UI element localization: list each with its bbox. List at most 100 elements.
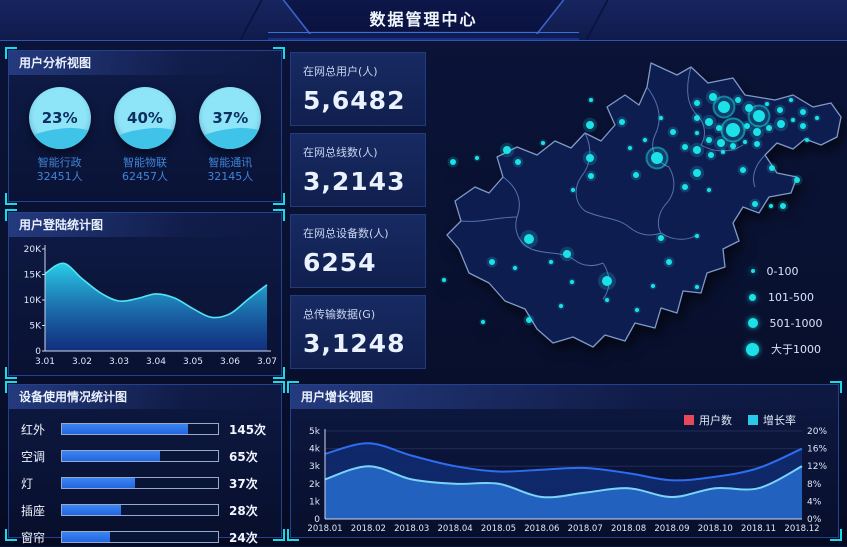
device-bar-row[interactable]: 插座 28次: [21, 500, 269, 520]
bar-track: [61, 504, 219, 516]
stat-label: 在网总设备数(人): [303, 227, 389, 240]
svg-text:3.06: 3.06: [220, 357, 240, 367]
panel-device-usage-title: 设备使用情况统计图: [9, 385, 281, 409]
gauge-count: 62457人: [121, 170, 168, 183]
svg-text:8%: 8%: [807, 480, 822, 490]
growth-chart-legend: 用户数 增长率: [684, 412, 796, 428]
panel-user-growth: 用户增长视图 用户数 增长率 0 1k 2k 3k 4k 5k 0% 4% 8% 12% 16% 20%…: [287, 381, 842, 541]
stat-card: 在网总设备数(人) 6254: [290, 214, 426, 288]
map-legend-row: 0-100: [746, 258, 832, 284]
stat-card: 总传输数据(G) 3,1248: [290, 295, 426, 369]
device-bar-row[interactable]: 空调 65次: [21, 446, 269, 466]
panel-corner-tl: [287, 381, 299, 393]
device-count: 37次: [229, 476, 258, 491]
growth-area-chart[interactable]: 0 1k 2k 3k 4k 5k 0% 4% 8% 12% 16% 20% 2018.01 2018.02…: [295, 425, 836, 535]
bar-track: [61, 423, 219, 435]
header-decor-slash-left: [239, 0, 263, 40]
bar-track: [61, 450, 219, 462]
svg-text:2018.09: 2018.09: [654, 524, 689, 534]
panel-login-stats: 用户登陆统计图 0 5K 10K 15K 20K 3.01 3.02 3.03 3.04 3.05…: [5, 209, 285, 379]
svg-text:10K: 10K: [24, 296, 42, 306]
header-title-banner: 数据管理中心: [280, 0, 567, 34]
panel-corner-br: [830, 529, 842, 541]
device-bar-list: 红外 145次 空调 65次灯 37次插座 28次窗帘 24次: [9, 409, 281, 547]
title-underline: [268, 32, 579, 40]
gauge-label: 智能行政: [37, 156, 82, 169]
svg-text:2018.04: 2018.04: [438, 524, 473, 534]
map-svg[interactable]: [425, 45, 847, 377]
legend-item-增长率[interactable]: 增长率: [748, 412, 796, 428]
bar-fill: [62, 532, 111, 542]
gauge-label: 智能通讯: [208, 156, 253, 169]
device-bar-row[interactable]: 灯 37次: [21, 473, 269, 493]
svg-text:3k: 3k: [309, 462, 321, 472]
device-bar-row[interactable]: 窗帘 24次: [21, 527, 269, 547]
gauge-label: 智能物联: [122, 156, 167, 169]
analysis-item: 23% 智能行政 32451人: [20, 85, 100, 184]
svg-text:2018.06: 2018.06: [524, 524, 559, 534]
svg-text:20%: 20%: [807, 427, 827, 437]
device-name: 窗帘: [21, 530, 46, 545]
legend-range-label: 501-1000: [769, 316, 823, 330]
device-name: 空调: [21, 449, 46, 464]
svg-text:2018.02: 2018.02: [351, 524, 386, 534]
bar-fill: [62, 505, 122, 515]
panel-user-analysis: 用户分析视图 23% 智能行政 32451人 40% 智能物联 62457人 37% 智能通讯…: [5, 47, 285, 205]
svg-text:3.01: 3.01: [35, 357, 55, 367]
panel-corner-tr: [273, 47, 285, 59]
svg-text:5K: 5K: [29, 322, 42, 332]
panel-login-stats-title: 用户登陆统计图: [9, 213, 281, 237]
legend-dot-icon: [746, 342, 759, 356]
liquid-gauge[interactable]: 37%: [199, 87, 262, 149]
analysis-item: 40% 智能物联 62457人: [105, 85, 185, 184]
device-name: 灯: [21, 476, 34, 491]
stat-value: 3,1248: [303, 329, 406, 358]
device-name: 插座: [21, 503, 46, 518]
gauge-count: 32451人: [36, 170, 83, 183]
legend-swatch: [684, 415, 694, 425]
panel-corner-bl: [287, 529, 299, 541]
svg-text:5k: 5k: [309, 427, 321, 437]
svg-text:2018.11: 2018.11: [741, 524, 776, 534]
map-legend-row: 大于1000: [746, 336, 832, 362]
panel-corner-br: [273, 367, 285, 379]
page-title: 数据管理中心: [369, 10, 478, 29]
legend-dot-icon: [747, 318, 758, 328]
panel-corner-tl: [5, 47, 17, 59]
bar-fill: [62, 478, 136, 488]
legend-item-用户数[interactable]: 用户数: [684, 412, 732, 428]
svg-text:2018.12: 2018.12: [784, 524, 819, 534]
panel-corner-br: [273, 193, 285, 205]
svg-text:0%: 0%: [807, 515, 822, 525]
svg-text:3.07: 3.07: [257, 357, 277, 367]
svg-text:2018.07: 2018.07: [568, 524, 603, 534]
region-map[interactable]: 0-100 101-500 501-1000 大于1000: [425, 45, 847, 377]
svg-text:20K: 20K: [24, 245, 42, 255]
legend-swatch: [748, 415, 758, 425]
svg-text:4k: 4k: [309, 445, 321, 455]
panel-user-analysis-title: 用户分析视图: [9, 51, 281, 75]
device-count: 24次: [229, 530, 258, 545]
device-bar-row[interactable]: 红外 145次: [21, 419, 269, 439]
gauge-percent: 40%: [127, 109, 163, 127]
panel-user-growth-title: 用户增长视图: [291, 385, 838, 409]
bar-track: [61, 531, 219, 543]
liquid-gauge[interactable]: 23%: [28, 87, 91, 149]
map-bubble-legend: 0-100 101-500 501-1000 大于1000: [746, 258, 832, 362]
device-name: 红外: [21, 422, 46, 437]
svg-text:0: 0: [35, 347, 41, 357]
svg-text:2018.10: 2018.10: [698, 524, 733, 534]
legend-label: 用户数: [699, 414, 732, 427]
svg-text:3.02: 3.02: [72, 357, 92, 367]
bar-fill: [62, 451, 161, 461]
stat-card: 在网总用户(人) 5,6482: [290, 52, 426, 126]
svg-text:2018.03: 2018.03: [394, 524, 429, 534]
panel-corner-tr: [273, 381, 285, 393]
login-area-chart[interactable]: 0 5K 10K 15K 20K 3.01 3.02 3.03 3.04 3.05 3.06 3.07: [15, 239, 277, 373]
svg-text:16%: 16%: [807, 445, 827, 455]
svg-text:0: 0: [314, 515, 320, 525]
stat-value: 3,2143: [303, 167, 406, 196]
legend-range-label: 大于1000: [771, 343, 821, 356]
stat-value: 6254: [303, 248, 377, 277]
liquid-gauge[interactable]: 40%: [113, 87, 176, 149]
